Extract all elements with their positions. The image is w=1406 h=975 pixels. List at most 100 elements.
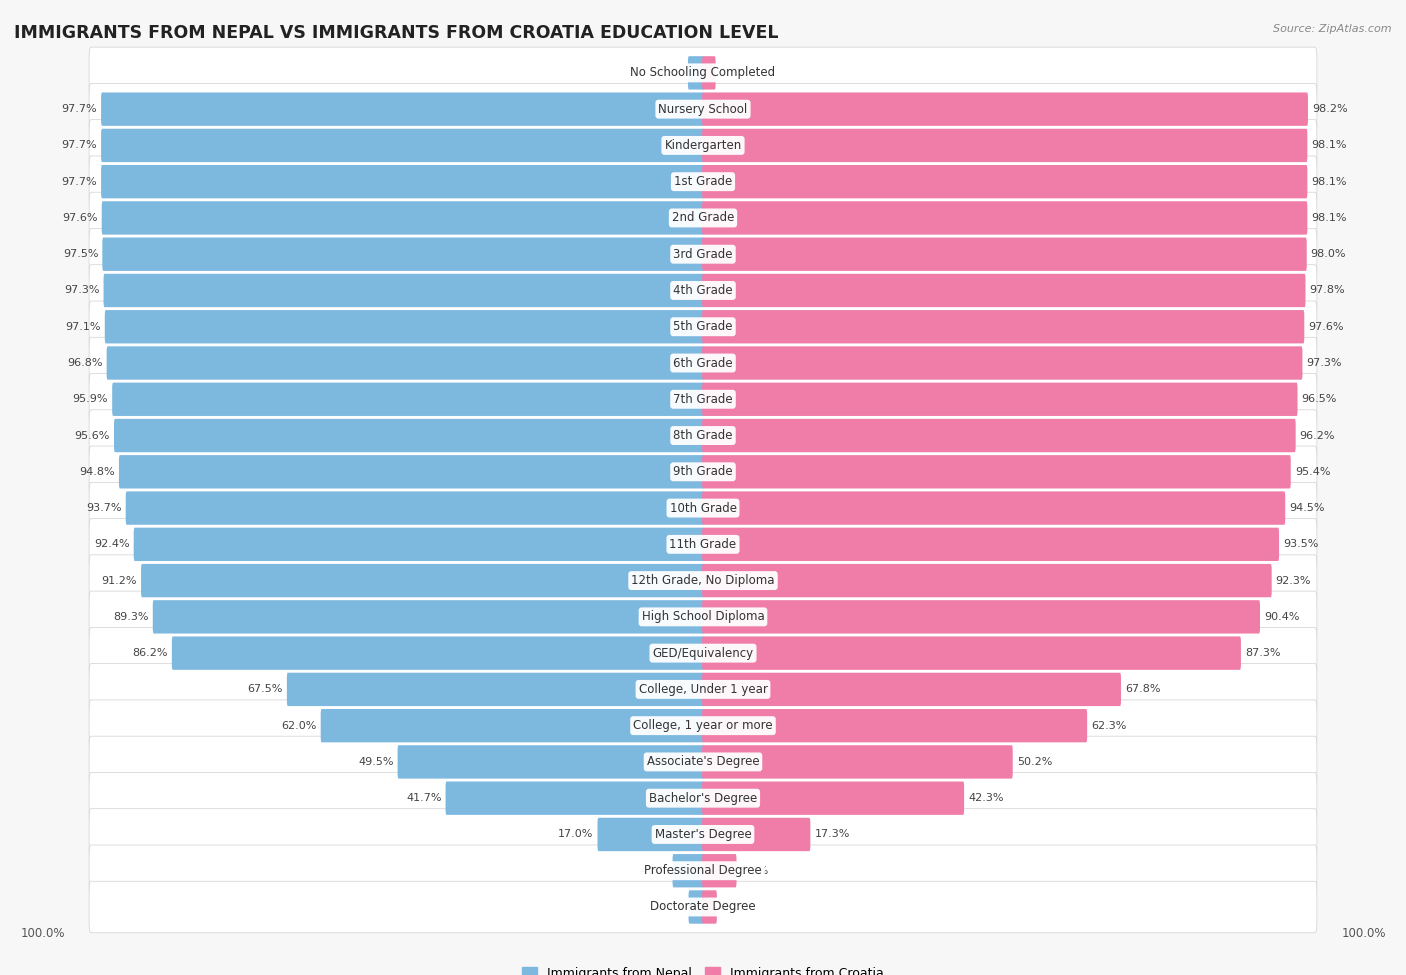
FancyBboxPatch shape	[672, 854, 704, 887]
Text: 97.6%: 97.6%	[62, 213, 98, 223]
Text: 12th Grade, No Diploma: 12th Grade, No Diploma	[631, 574, 775, 587]
Text: 67.8%: 67.8%	[1125, 684, 1160, 694]
Text: 9th Grade: 9th Grade	[673, 465, 733, 479]
Text: 62.3%: 62.3%	[1091, 721, 1126, 730]
FancyBboxPatch shape	[702, 93, 1308, 126]
Text: College, Under 1 year: College, Under 1 year	[638, 682, 768, 696]
Text: 6th Grade: 6th Grade	[673, 357, 733, 370]
Text: 2.3%: 2.3%	[655, 68, 683, 78]
Text: Master's Degree: Master's Degree	[655, 828, 751, 841]
FancyBboxPatch shape	[89, 446, 1317, 497]
Text: 5.3%: 5.3%	[741, 866, 769, 876]
FancyBboxPatch shape	[702, 890, 717, 923]
Text: 42.3%: 42.3%	[969, 794, 1004, 803]
Text: 92.4%: 92.4%	[94, 539, 129, 549]
FancyBboxPatch shape	[702, 564, 1271, 598]
Text: Doctorate Degree: Doctorate Degree	[650, 901, 756, 914]
FancyBboxPatch shape	[688, 57, 704, 90]
Text: 2.1%: 2.1%	[721, 902, 749, 912]
Text: 10th Grade: 10th Grade	[669, 501, 737, 515]
Text: IMMIGRANTS FROM NEPAL VS IMMIGRANTS FROM CROATIA EDUCATION LEVEL: IMMIGRANTS FROM NEPAL VS IMMIGRANTS FROM…	[14, 24, 779, 42]
FancyBboxPatch shape	[89, 228, 1317, 280]
Text: 94.5%: 94.5%	[1289, 503, 1324, 513]
Text: 97.3%: 97.3%	[1306, 358, 1341, 368]
FancyBboxPatch shape	[89, 373, 1317, 425]
Text: 95.6%: 95.6%	[75, 431, 110, 441]
Text: 97.7%: 97.7%	[62, 176, 97, 186]
FancyBboxPatch shape	[702, 637, 1241, 670]
Text: 1st Grade: 1st Grade	[673, 176, 733, 188]
Text: 7th Grade: 7th Grade	[673, 393, 733, 406]
Text: 100.0%: 100.0%	[1341, 926, 1386, 940]
Text: 62.0%: 62.0%	[281, 721, 316, 730]
Text: 91.2%: 91.2%	[101, 575, 138, 586]
FancyBboxPatch shape	[105, 310, 704, 343]
Text: 93.5%: 93.5%	[1284, 539, 1319, 549]
Text: 1.9%: 1.9%	[720, 68, 748, 78]
Text: 98.1%: 98.1%	[1312, 176, 1347, 186]
Text: 95.4%: 95.4%	[1295, 467, 1330, 477]
Text: 8th Grade: 8th Grade	[673, 429, 733, 442]
Text: 90.4%: 90.4%	[1264, 612, 1299, 622]
FancyBboxPatch shape	[89, 700, 1317, 752]
Text: 86.2%: 86.2%	[132, 648, 167, 658]
Text: 5th Grade: 5th Grade	[673, 320, 733, 333]
FancyBboxPatch shape	[702, 601, 1260, 634]
FancyBboxPatch shape	[702, 274, 1306, 307]
FancyBboxPatch shape	[89, 483, 1317, 534]
FancyBboxPatch shape	[89, 47, 1317, 98]
FancyBboxPatch shape	[89, 120, 1317, 172]
FancyBboxPatch shape	[125, 491, 704, 525]
FancyBboxPatch shape	[702, 310, 1305, 343]
FancyBboxPatch shape	[702, 673, 1121, 706]
Text: Associate's Degree: Associate's Degree	[647, 756, 759, 768]
Text: 2.2%: 2.2%	[657, 902, 685, 912]
FancyBboxPatch shape	[114, 419, 704, 452]
FancyBboxPatch shape	[89, 337, 1317, 389]
FancyBboxPatch shape	[689, 890, 704, 923]
FancyBboxPatch shape	[101, 201, 704, 235]
Text: 49.5%: 49.5%	[359, 757, 394, 767]
FancyBboxPatch shape	[89, 808, 1317, 860]
FancyBboxPatch shape	[89, 84, 1317, 135]
Text: 3rd Grade: 3rd Grade	[673, 248, 733, 260]
Text: 95.9%: 95.9%	[73, 394, 108, 405]
Text: 41.7%: 41.7%	[406, 794, 441, 803]
FancyBboxPatch shape	[702, 57, 716, 90]
FancyBboxPatch shape	[702, 745, 1012, 779]
FancyBboxPatch shape	[702, 709, 1087, 742]
Text: 100.0%: 100.0%	[20, 926, 65, 940]
FancyBboxPatch shape	[702, 419, 1296, 452]
FancyBboxPatch shape	[89, 591, 1317, 643]
FancyBboxPatch shape	[702, 201, 1308, 235]
Text: 89.3%: 89.3%	[114, 612, 149, 622]
Text: 93.7%: 93.7%	[86, 503, 122, 513]
FancyBboxPatch shape	[598, 818, 704, 851]
FancyBboxPatch shape	[172, 637, 704, 670]
Text: 2nd Grade: 2nd Grade	[672, 212, 734, 224]
FancyBboxPatch shape	[89, 192, 1317, 244]
Text: 97.3%: 97.3%	[65, 286, 100, 295]
Text: 94.8%: 94.8%	[79, 467, 115, 477]
FancyBboxPatch shape	[134, 527, 704, 561]
Text: 97.8%: 97.8%	[1309, 286, 1346, 295]
FancyBboxPatch shape	[89, 265, 1317, 316]
Text: Bachelor's Degree: Bachelor's Degree	[650, 792, 756, 804]
FancyBboxPatch shape	[702, 854, 737, 887]
FancyBboxPatch shape	[702, 818, 810, 851]
FancyBboxPatch shape	[89, 555, 1317, 606]
Text: 96.5%: 96.5%	[1302, 394, 1337, 405]
FancyBboxPatch shape	[89, 301, 1317, 353]
Text: 4th Grade: 4th Grade	[673, 284, 733, 297]
FancyBboxPatch shape	[702, 129, 1308, 162]
Text: Nursery School: Nursery School	[658, 102, 748, 116]
Text: 97.7%: 97.7%	[62, 140, 97, 150]
Text: 87.3%: 87.3%	[1244, 648, 1281, 658]
Text: High School Diploma: High School Diploma	[641, 610, 765, 623]
FancyBboxPatch shape	[398, 745, 704, 779]
Text: 96.8%: 96.8%	[67, 358, 103, 368]
Text: 98.0%: 98.0%	[1310, 250, 1346, 259]
FancyBboxPatch shape	[89, 156, 1317, 208]
FancyBboxPatch shape	[120, 455, 704, 488]
FancyBboxPatch shape	[702, 455, 1291, 488]
